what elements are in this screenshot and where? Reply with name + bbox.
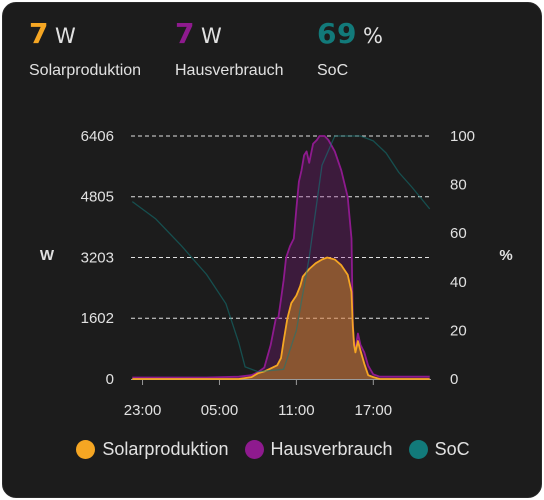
y-right-tick-label: 60 [450, 225, 467, 242]
y-left-tick-label: 6406 [81, 128, 114, 145]
y-left-tick-label: 4805 [81, 189, 114, 206]
legend-dot-icon [408, 440, 428, 459]
stat-unit: W [200, 24, 222, 48]
x-tick-label: 17:00 [355, 402, 393, 419]
y-left-tick-label: 1602 [81, 310, 114, 327]
legend-dot-icon [244, 440, 264, 459]
y-right-axis-title: % [499, 247, 512, 264]
legend-label: Hausverbrauch [270, 439, 393, 459]
x-tick-label: 11:00 [278, 402, 314, 419]
x-tick-label: 23:00 [124, 402, 162, 419]
legend-item-hausverbrauch[interactable]: Hausverbrauch [244, 439, 393, 460]
y-right-tick-label: 20 [450, 322, 467, 339]
chart-legend: Solarproduktion Hausverbrauch SoC [3, 439, 543, 460]
y-right-tick-label: 40 [450, 274, 467, 291]
y-left-tick-label: 3203 [81, 250, 114, 267]
stat-soc[interactable]: 69% SoC [317, 17, 383, 80]
y-left-axis-title: W [40, 247, 55, 264]
series-line-hausverbrauch [132, 135, 430, 379]
stat-value: 7 [175, 17, 195, 50]
y-right-tick-label: 100 [450, 128, 475, 145]
stat-unit: W [54, 24, 76, 48]
series-line-soc [131, 135, 431, 373]
legend-label: SoC [434, 439, 470, 459]
stat-label: Solarproduktion [29, 62, 142, 79]
legend-label: Solarproduktion [102, 439, 229, 459]
stat-value: 7 [29, 17, 49, 50]
legend-item-soc[interactable]: SoC [408, 439, 470, 460]
y-right-tick-label: 80 [450, 177, 467, 194]
y-right-tick-label: 0 [450, 371, 458, 388]
legend-item-solarproduktion[interactable]: Solarproduktion [76, 439, 229, 460]
stat-value: 69 [317, 17, 357, 50]
series-area-hausverbrauch [132, 136, 430, 379]
stat-label: SoC [317, 62, 349, 79]
legend-dot-icon [76, 440, 96, 459]
y-left-tick-label: 0 [106, 371, 114, 388]
stat-unit: % [362, 24, 383, 48]
stat-label: Hausverbrauch [175, 62, 284, 79]
x-tick-label: 05:00 [201, 402, 239, 419]
energy-chart[interactable]: 0 1602 3203 4805 6406 0 20 40 60 80 100 23:00 05:00 1… [3, 3, 543, 433]
